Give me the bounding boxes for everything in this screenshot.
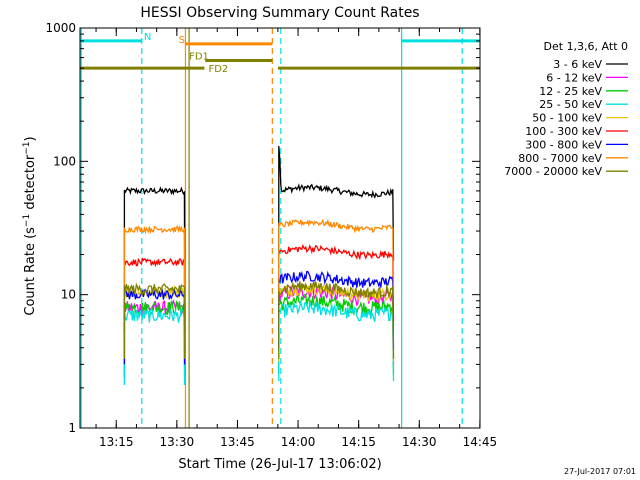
y-tick-label-0: 1 [68,421,76,435]
x-axis-label: Start Time (26-Jul-17 13:06:02) [178,457,381,472]
y-axis-label-sup1: −1 [22,214,32,227]
legend-label-6: 300 - 800 keV [525,138,602,151]
series-trace-3-interval-0 [123,307,186,386]
legend-label-7: 800 - 7000 keV [518,152,602,165]
x-tick-label-6: 14:45 [463,435,498,449]
flag-label-FD1: FD1 [189,52,209,63]
y-tick-label-2: 100 [53,154,76,168]
date-stamp: 27-Jul-2017 07:01 [564,467,636,476]
x-tick-label-3: 14:00 [281,435,316,449]
x-tick-label-5: 14:30 [402,435,437,449]
y-tick-label-3: 1000 [45,21,76,35]
series-trace-3-interval-1 [278,299,395,382]
series-trace-8-interval-1 [278,281,395,359]
series-trace-8-interval-0 [123,282,186,359]
legend-label-1: 6 - 12 keV [546,71,602,84]
legend-label-4: 50 - 100 keV [532,112,602,125]
x-tick-label-4: 14:15 [341,435,376,449]
series-trace-6-interval-1 [278,270,395,350]
series-trace-4-interval-1 [278,282,395,362]
x-tick-label-1: 13:30 [160,435,195,449]
y-axis-label-sup2: −1 [22,141,32,154]
series-trace-5-interval-1 [278,244,395,322]
flag-label-S: S [179,35,185,46]
y-axis-label-part-c: ) [23,136,38,141]
flag-label-N: N [144,32,151,43]
series-trace-7-interval-1 [278,218,395,296]
flag-label-FD2: FD2 [208,64,228,75]
chart-title: HESSI Observing Summary Count Rates [140,5,419,21]
series-trace-7-interval-0 [123,225,186,299]
legend-label-2: 12 - 25 keV [539,85,602,98]
y-axis-label-part-b: detector [23,154,38,214]
y-tick-label-1: 10 [61,288,76,302]
legend-label-3: 25 - 50 keV [539,98,602,111]
legend-title: Det 1,3,6, Att 0 [544,40,628,53]
series-trace-0-interval-1 [278,146,395,261]
legend-label-0: 3 - 6 keV [553,58,602,71]
y-axis-label: Count Rate (s−1 detector−1) [22,136,38,315]
series-trace-5-interval-0 [123,257,186,333]
series-trace-2-interval-1 [278,293,395,374]
plot-frame [79,27,481,429]
x-tick-label-0: 13:15 [99,435,134,449]
legend-label-5: 100 - 300 keV [525,125,602,138]
legend-label-8: 7000 - 20000 keV [504,165,602,178]
y-axis-label-part-a: Count Rate (s [23,227,38,316]
series-trace-0-interval-0 [123,186,186,261]
x-tick-label-2: 13:45 [220,435,255,449]
